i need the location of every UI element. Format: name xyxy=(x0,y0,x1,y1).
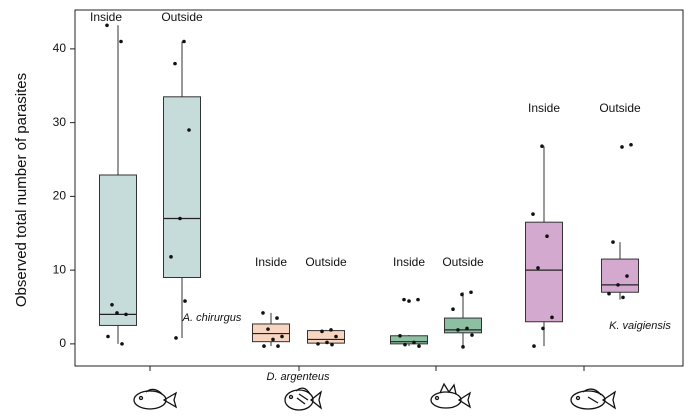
box xyxy=(602,259,639,292)
point xyxy=(550,316,554,320)
point xyxy=(169,255,173,259)
point xyxy=(402,298,406,302)
box-label: Outside xyxy=(599,101,641,115)
box xyxy=(253,324,290,342)
point xyxy=(456,328,460,332)
point xyxy=(276,344,280,348)
point xyxy=(271,338,275,342)
point xyxy=(607,292,611,296)
point xyxy=(325,341,329,345)
point xyxy=(261,311,265,315)
y-tick-label: 40 xyxy=(53,41,67,55)
box-label: Outside xyxy=(442,255,484,269)
point xyxy=(115,311,119,315)
point xyxy=(469,290,473,294)
point xyxy=(266,327,270,331)
box xyxy=(526,222,563,322)
point xyxy=(178,217,182,221)
point xyxy=(320,330,324,334)
point xyxy=(262,344,266,348)
point xyxy=(545,234,549,238)
point xyxy=(460,293,464,297)
point xyxy=(621,296,625,300)
box-label: Inside xyxy=(90,10,122,24)
chart: Observed total number of parasites 0 10 20… xyxy=(0,0,692,420)
box-label: Inside xyxy=(528,101,560,115)
point xyxy=(407,299,411,303)
box xyxy=(445,318,482,333)
point xyxy=(416,298,420,302)
point xyxy=(280,335,284,339)
point xyxy=(611,240,615,244)
point xyxy=(532,344,536,348)
y-tick-label: 20 xyxy=(53,189,67,203)
box xyxy=(164,97,201,278)
point xyxy=(124,313,128,317)
point xyxy=(275,316,279,320)
point xyxy=(183,299,187,303)
y-axis-label: Observed total number of parasites xyxy=(13,73,30,307)
point xyxy=(629,143,633,147)
point xyxy=(330,343,334,347)
point xyxy=(451,307,455,311)
annotation: A. chirurgus xyxy=(182,312,242,324)
point xyxy=(174,336,178,340)
point xyxy=(182,40,186,44)
box-label: Inside xyxy=(255,255,287,269)
annotation: D. argenteus xyxy=(267,371,330,383)
point xyxy=(540,144,544,148)
point xyxy=(120,342,124,346)
point xyxy=(620,145,624,149)
point xyxy=(329,328,333,332)
x-axis-ticks xyxy=(150,366,584,371)
point xyxy=(403,343,407,347)
y-tick-label: 30 xyxy=(53,115,67,129)
point xyxy=(625,274,629,278)
point xyxy=(536,266,540,270)
box xyxy=(391,336,428,344)
point xyxy=(461,345,465,349)
fish-icons xyxy=(134,384,615,410)
point xyxy=(531,212,535,216)
point xyxy=(119,40,123,44)
y-tick-label: 0 xyxy=(59,336,66,350)
point xyxy=(173,62,177,66)
point xyxy=(465,327,469,331)
point xyxy=(417,344,421,348)
box-label: Outside xyxy=(161,10,203,24)
annotation: K. vaigiensis xyxy=(609,320,671,332)
point xyxy=(334,335,338,339)
box-label: Outside xyxy=(305,255,347,269)
y-tick-label: 10 xyxy=(53,262,67,276)
point xyxy=(470,333,474,337)
point xyxy=(106,335,110,339)
box-label: Inside xyxy=(393,255,425,269)
point xyxy=(316,342,320,346)
point xyxy=(398,334,402,338)
box xyxy=(100,175,137,325)
point xyxy=(187,128,191,132)
point xyxy=(616,283,620,287)
point xyxy=(412,341,416,345)
point xyxy=(110,303,114,307)
point xyxy=(541,327,545,331)
